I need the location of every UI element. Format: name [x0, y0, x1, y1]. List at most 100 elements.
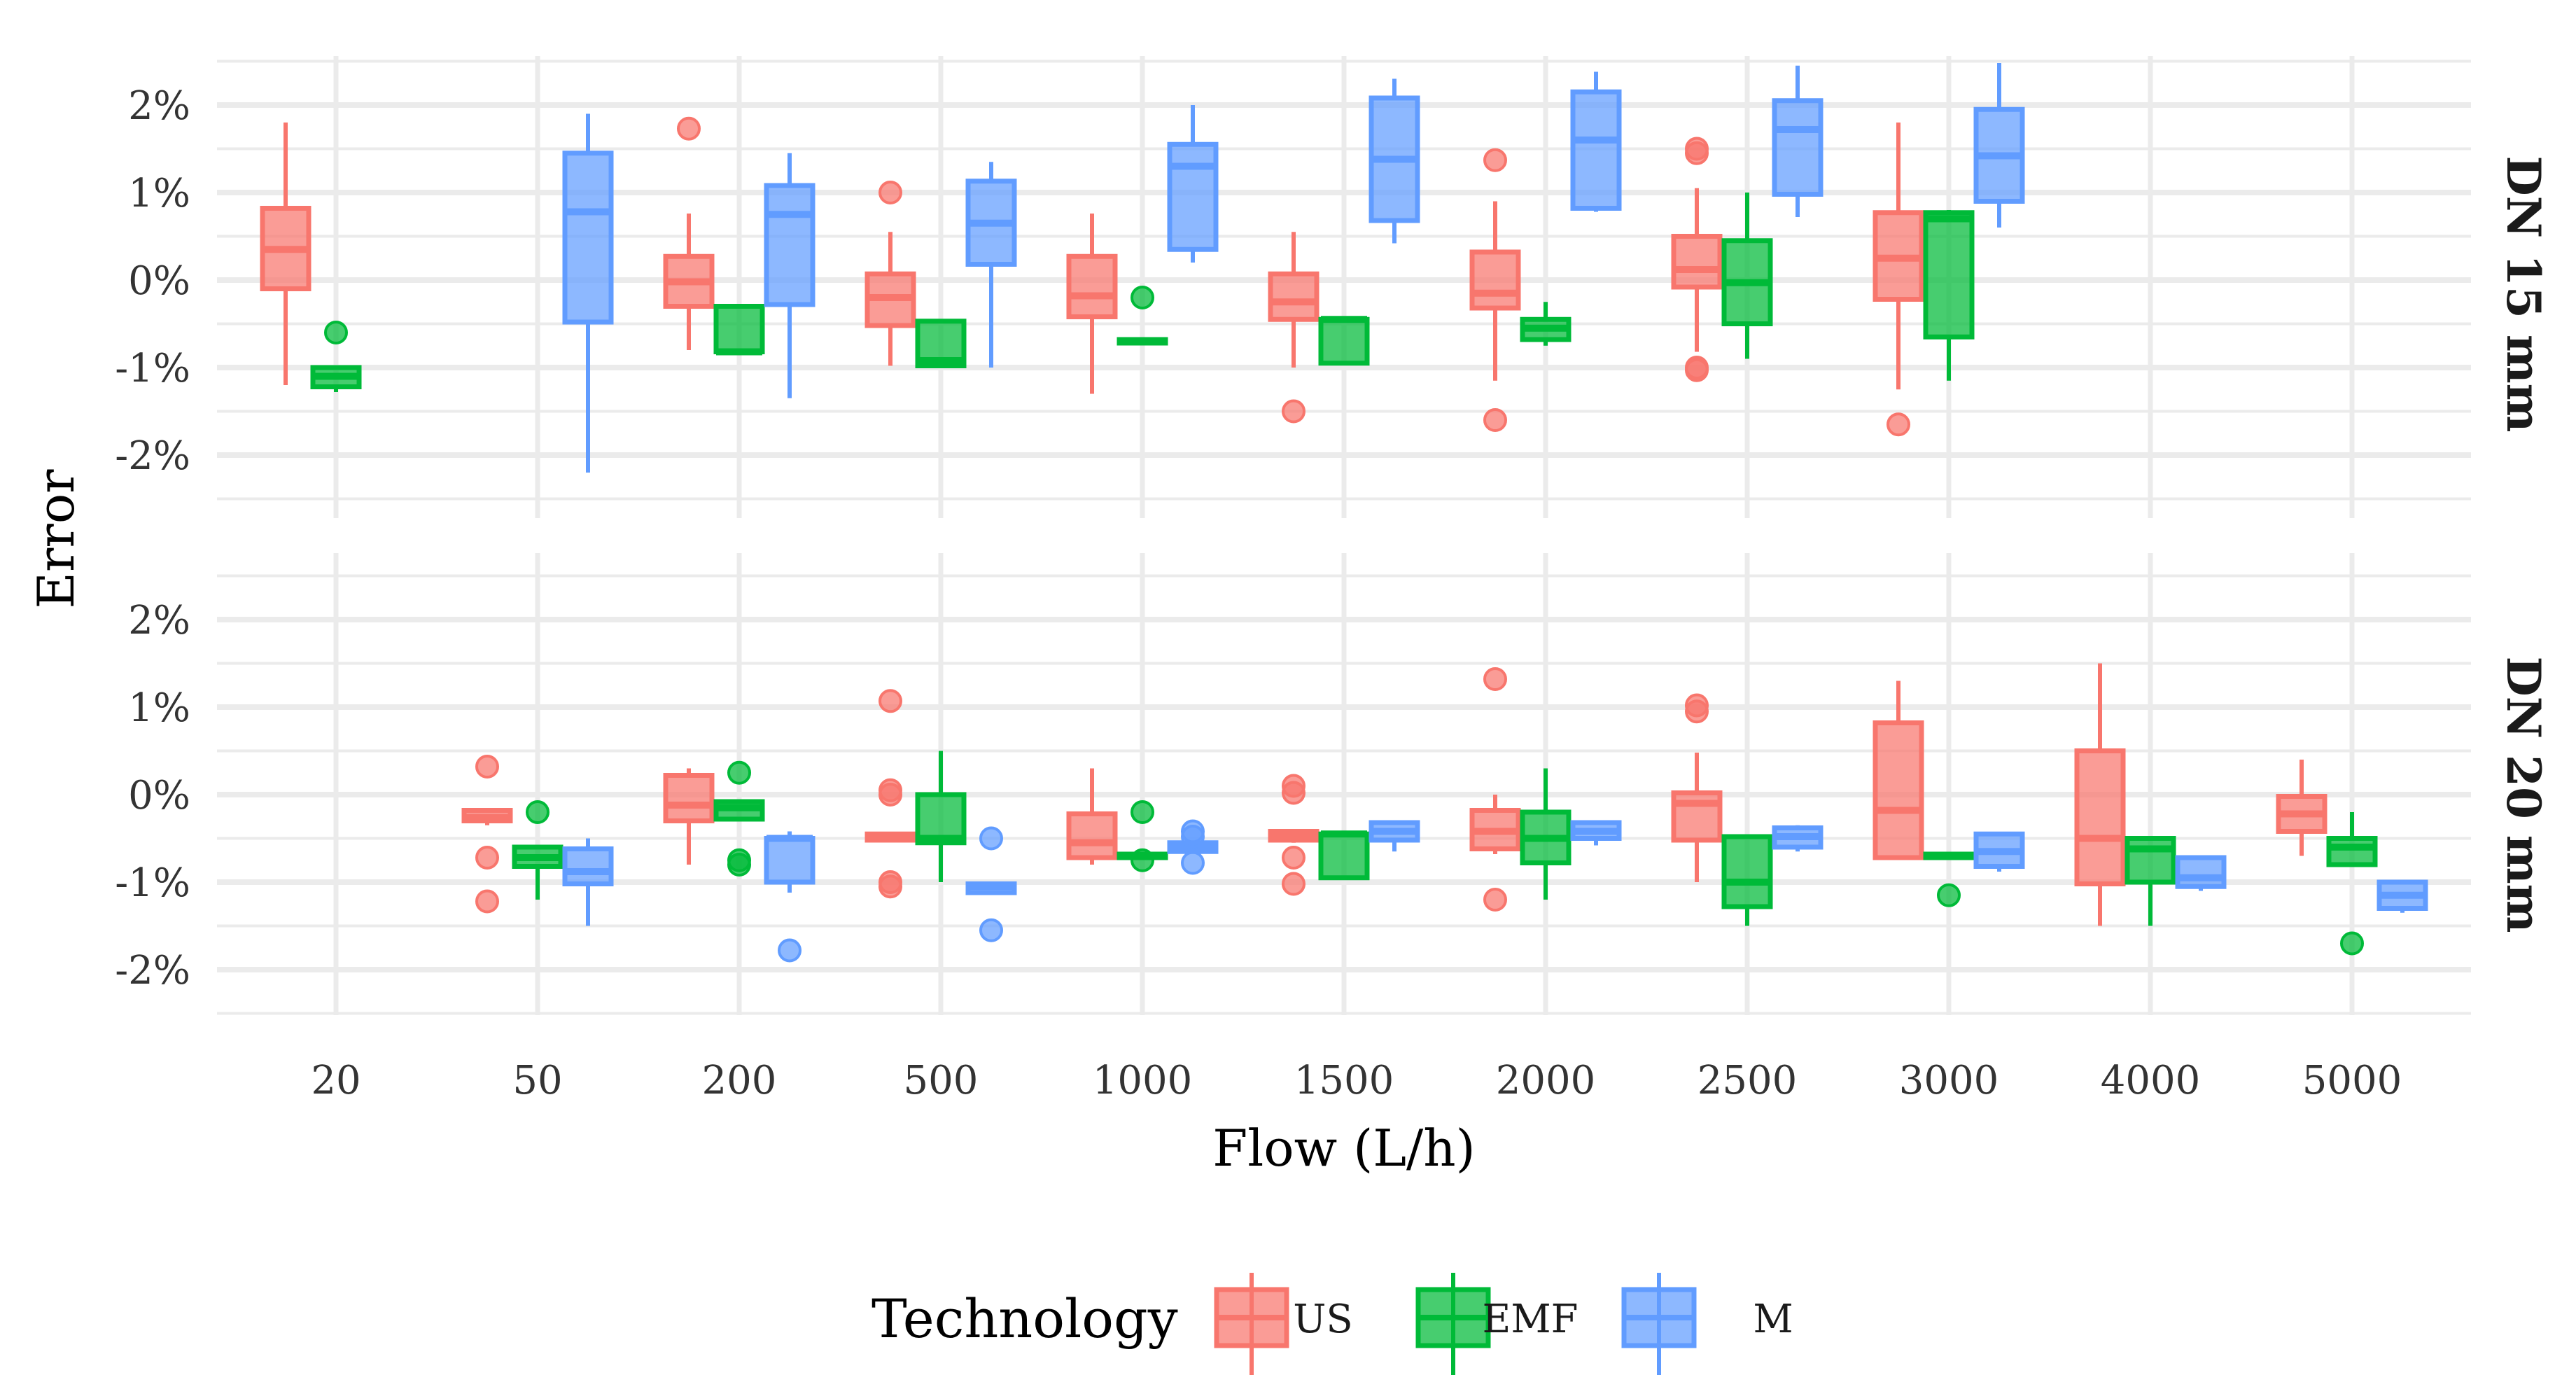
- box-iqr: [1721, 834, 1773, 909]
- x-tick-label: 2500: [1698, 1058, 1798, 1103]
- outlier-point: [878, 181, 902, 204]
- box-iqr: [1772, 98, 1823, 197]
- box-iqr: [1167, 141, 1219, 252]
- outlier-point: [526, 800, 550, 824]
- box-us-4000: [2074, 663, 2126, 926]
- box-us-500: [864, 181, 916, 366]
- box-us-3000: [1872, 680, 1924, 860]
- box-us-200: [663, 116, 715, 350]
- x-tick-label: 5000: [2302, 1058, 2402, 1103]
- y-tick-label: 0%: [128, 773, 190, 818]
- outlier-point: [1130, 286, 1154, 309]
- x-tick-label: 20: [311, 1058, 360, 1103]
- outlier-point: [1937, 883, 1961, 907]
- outlier-point: [1685, 699, 1709, 724]
- box-m-500: [965, 826, 1017, 942]
- outlier-point: [1282, 399, 1306, 424]
- y-tick-label: -1%: [115, 860, 190, 906]
- box-emf-5000: [2326, 812, 2378, 956]
- box-us-50: [461, 755, 513, 914]
- box-emf-200: [713, 304, 765, 356]
- box-emf-500: [915, 319, 967, 368]
- outlier-point: [778, 938, 802, 963]
- strip-label-dn20: DN 20 mm: [2496, 656, 2551, 933]
- outlier-point: [1282, 872, 1306, 896]
- y-tick-label: 2%: [128, 83, 190, 129]
- box-us-1000: [1066, 214, 1118, 394]
- outlier-point: [878, 689, 902, 713]
- outlier-point: [1685, 141, 1709, 165]
- legend: Technology US EMF M: [872, 1273, 1793, 1375]
- x-tick-label: 1500: [1294, 1058, 1394, 1103]
- box-emf-1000: [1116, 800, 1168, 872]
- box-iqr: [1066, 811, 1118, 860]
- box-us-2500: [1671, 693, 1723, 882]
- box-iqr: [562, 151, 614, 325]
- box-iqr: [2074, 748, 2126, 886]
- box-us-2500: [1671, 137, 1723, 382]
- box-iqr: [2175, 855, 2227, 889]
- box-emf-4000: [2124, 836, 2176, 926]
- box-iqr: [2124, 836, 2176, 885]
- box-emf-500: [915, 751, 967, 882]
- outlier-point: [1181, 825, 1205, 849]
- box-emf-2000: [1520, 768, 1572, 900]
- y-axis-tick-labels: 2% 1% 0% -1% -2% 2% 1% 0% -1% -2%: [115, 83, 190, 993]
- legend-key-m: [1621, 1273, 1697, 1375]
- box-m-3000: [1973, 831, 2025, 872]
- box-m-2000: [1570, 820, 1622, 846]
- outlier-point: [1685, 358, 1709, 382]
- box-iqr: [1318, 316, 1370, 366]
- box-iqr: [1469, 249, 1521, 311]
- box-iqr: [1671, 234, 1723, 290]
- outlier-point: [878, 874, 902, 899]
- box-m-2500: [1772, 825, 1823, 852]
- box-emf-3000: [1923, 851, 1975, 907]
- outlier-point: [1130, 800, 1154, 824]
- box-m-200: [764, 831, 816, 963]
- box-iqr: [764, 183, 816, 307]
- legend-label-m: M: [1753, 1297, 1793, 1342]
- legend-label-us: US: [1293, 1297, 1353, 1342]
- box-m-1500: [1368, 820, 1420, 852]
- box-emf-1500: [1318, 830, 1370, 881]
- box-us-3000: [1872, 123, 1924, 437]
- box-us-200: [663, 768, 715, 865]
- box-m-2500: [1772, 65, 1823, 217]
- y-tick-label: 1%: [128, 171, 190, 216]
- outlier-point: [878, 783, 902, 807]
- box-iqr: [764, 836, 816, 885]
- strip-label-dn15: DN 15 mm: [2496, 155, 2551, 432]
- outlier-point: [1483, 888, 1507, 912]
- outlier-point: [1886, 412, 1910, 437]
- outlier-point: [1282, 846, 1306, 870]
- legend-title: Technology: [872, 1287, 1178, 1350]
- box-us-500: [864, 689, 916, 899]
- box-emf-50: [512, 800, 564, 900]
- box-m-50: [562, 113, 614, 473]
- box-us-2000: [1469, 148, 1521, 432]
- box-emf-200: [713, 760, 765, 877]
- box-iqr: [1570, 89, 1622, 211]
- y-tick-label: -2%: [115, 433, 190, 479]
- outlier-point: [475, 889, 499, 914]
- box-m-1500: [1368, 78, 1420, 244]
- outlier-point: [1181, 851, 1205, 875]
- y-tick-label: -2%: [115, 948, 190, 993]
- box-m-2000: [1570, 71, 1622, 212]
- outlier-point: [727, 853, 751, 877]
- y-axis-title: Error: [27, 469, 85, 609]
- box-iqr: [1923, 210, 1975, 340]
- x-tick-label: 1000: [1093, 1058, 1193, 1103]
- outlier-point: [1282, 781, 1306, 805]
- box-us-2000: [1469, 667, 1521, 912]
- box-m-1000: [1167, 105, 1219, 263]
- box-iqr: [663, 773, 715, 823]
- outlier-point: [324, 321, 348, 344]
- box-emf-20: [310, 321, 362, 392]
- box-us-1500: [1268, 774, 1320, 896]
- box-m-500: [965, 162, 1017, 368]
- outlier-point: [677, 116, 701, 141]
- outlier-point: [475, 846, 499, 870]
